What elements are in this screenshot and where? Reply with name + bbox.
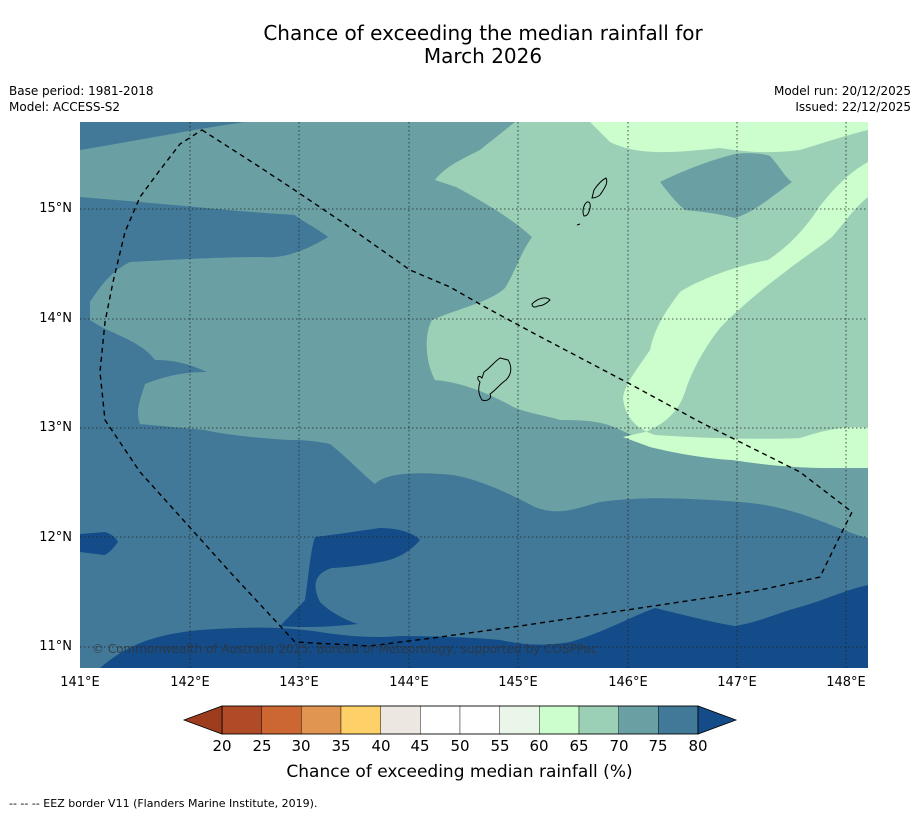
colorbar-cell-40-45 [380, 705, 421, 735]
colorbar-cell-20-25 [221, 705, 262, 735]
lon-label-148e: 148°E [826, 675, 866, 690]
colorbar-tick-25: 25 [252, 737, 272, 755]
colorbar-tick-65: 65 [569, 737, 589, 755]
colorbar-cell-35-40 [340, 705, 381, 735]
lon-label-146e: 146°E [608, 675, 648, 690]
colorbar-tick-55: 55 [490, 737, 510, 755]
lat-label-13n: 13°N [39, 420, 72, 435]
lon-label-144e: 144°E [389, 675, 429, 690]
colorbar-arrow-right [697, 705, 738, 735]
colorbar-tick-80: 80 [688, 737, 708, 755]
grid-lines [80, 122, 868, 668]
eez-legend-note: -- -- -- EEZ border V11 (Flanders Marine… [9, 797, 318, 810]
colorbar-cell-60-65 [539, 705, 580, 735]
eez-border [99, 129, 853, 647]
colorbar-cell-50-55 [459, 705, 500, 735]
map-panel: © Commonwealth of Australia 2025, Bureau… [80, 122, 868, 668]
colorbar-arrow-left [182, 705, 223, 735]
colorbar-cell-25-30 [261, 705, 302, 735]
lat-label-11n: 11°N [39, 639, 72, 654]
colorbar-tick-35: 35 [331, 737, 351, 755]
colorbar-title: Chance of exceeding median rainfall (%) [286, 762, 633, 782]
colorbar-tick-20: 20 [212, 737, 232, 755]
lat-label-14n: 14°N [39, 311, 72, 326]
chart-title: Chance of exceeding the median rainfall … [0, 22, 919, 68]
colorbar-cell-65-70 [578, 705, 619, 735]
band-above-80-west [80, 532, 118, 555]
colorbar-tick-50: 50 [450, 737, 470, 755]
base-period: Base period: 1981-2018 [9, 84, 154, 98]
meta-left: Base period: 1981-2018 Model: ACCESS-S2 [9, 83, 154, 115]
colorbar-tick-40: 40 [371, 737, 391, 755]
colorbar-tick-60: 60 [529, 737, 549, 755]
island-tinian [582, 201, 591, 217]
colorbar-cell-75-80 [658, 705, 699, 735]
copyright-text: © Commonwealth of Australia 2025, Bureau… [92, 642, 597, 656]
title-line-2: March 2026 [423, 44, 543, 68]
island-guam [477, 357, 512, 401]
lat-label-12n: 12°N [39, 530, 72, 545]
model-run: Model run: 20/12/2025 [773, 84, 911, 98]
island-aguijan [576, 223, 581, 226]
colorbar-cell-30-35 [301, 705, 342, 735]
colorbar [182, 705, 738, 735]
lon-label-147e: 147°E [717, 675, 757, 690]
lon-label-143e: 143°E [279, 675, 319, 690]
colorbar-cell-70-75 [618, 705, 659, 735]
band-65-70 [426, 122, 868, 468]
lat-label-15n: 15°N [39, 201, 72, 216]
colorbar-cells [221, 705, 699, 735]
meta-right: Model run: 20/12/2025 Issued: 22/12/2025 [774, 83, 911, 115]
band-70-75-patch [660, 153, 792, 218]
colorbar-cell-45-50 [420, 705, 461, 735]
contour-map: © Commonwealth of Australia 2025, Bureau… [80, 122, 868, 668]
colorbar-tick-75: 75 [648, 737, 668, 755]
band-above-80-mid [280, 528, 420, 628]
band-60-65 [590, 122, 868, 468]
colorbar-tick-45: 45 [410, 737, 430, 755]
colorbar-cell-55-60 [499, 705, 540, 735]
band-60-65-top [590, 122, 868, 153]
model-name: Model: ACCESS-S2 [9, 100, 121, 114]
islands [477, 177, 608, 401]
issued-date: Issued: 22/12/2025 [795, 100, 911, 114]
island-saipan [591, 177, 608, 199]
colorbar-tick-70: 70 [609, 737, 629, 755]
colorbar-tick-30: 30 [291, 737, 311, 755]
lon-label-142e: 142°E [170, 675, 210, 690]
title-line-1: Chance of exceeding the median rainfall … [263, 21, 703, 45]
lon-label-141e: 141°E [60, 675, 100, 690]
island-rota [531, 297, 551, 308]
lon-label-145e: 145°E [498, 675, 538, 690]
